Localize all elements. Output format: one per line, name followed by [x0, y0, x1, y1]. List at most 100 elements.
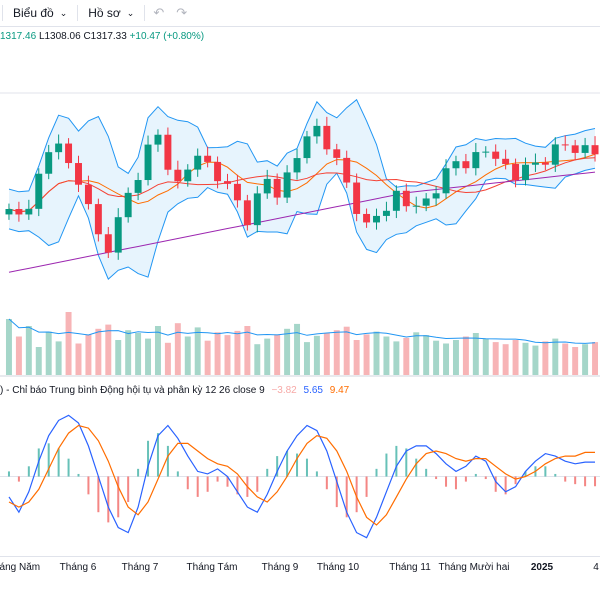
- candle-body: [154, 134, 162, 145]
- macd-histogram-bar: [256, 476, 259, 492]
- candle-body: [55, 143, 63, 153]
- macd-histogram-bar: [166, 445, 169, 477]
- ohlc-close: C1317.33: [83, 31, 127, 42]
- macd-prefix: ): [0, 385, 4, 396]
- volume-bar: [462, 336, 469, 375]
- time-axis-tick-label: 2025: [530, 562, 554, 573]
- macd-line: [8, 414, 595, 539]
- volume-bar: [542, 341, 549, 375]
- candle-body: [412, 205, 420, 207]
- candle-body: [353, 182, 361, 214]
- candle-body: [591, 145, 599, 155]
- volume-bar: [443, 343, 450, 375]
- ohlc-change: +10.47 (+0.80%): [129, 31, 205, 42]
- volume-bar: [423, 335, 430, 375]
- macd-histogram-value: −3.82: [271, 385, 297, 396]
- candle-body: [134, 180, 142, 193]
- time-axis-tick-label: Tháng 7: [121, 562, 159, 573]
- macd-histogram-bar: [355, 476, 358, 513]
- volume-bar: [5, 319, 12, 375]
- candle-body: [432, 193, 440, 199]
- candle-body: [104, 234, 112, 253]
- profile-menu-label: Hồ sơ: [88, 6, 121, 20]
- macd-histogram-bar: [77, 473, 80, 477]
- macd-histogram-bar: [236, 476, 239, 495]
- candle-body: [343, 157, 351, 183]
- macd-histogram-bar: [484, 476, 487, 480]
- volume-bar: [75, 343, 82, 375]
- volume-bar: [343, 326, 350, 375]
- candle-body: [522, 164, 529, 181]
- macd-histogram-bar: [57, 448, 60, 477]
- candle-body: [452, 161, 460, 169]
- volume-bar: [492, 342, 499, 375]
- candle-body: [243, 200, 251, 226]
- chart-menu-button[interactable]: Biểu đồ ⌄: [5, 2, 75, 24]
- candle-body: [551, 144, 559, 165]
- profile-menu-button[interactable]: Hồ sơ ⌄: [80, 2, 142, 24]
- bollinger-lower-line: [8, 167, 596, 280]
- volume-bar: [164, 342, 171, 375]
- macd-histogram-bar: [216, 476, 219, 482]
- volume-bar: [45, 331, 52, 375]
- candle-body: [472, 152, 480, 169]
- candle-body: [442, 168, 450, 194]
- time-axis-tick-label: Tháng 6: [59, 562, 97, 573]
- macd-histogram-bar: [17, 476, 20, 482]
- candle-body: [512, 164, 520, 181]
- volume-bar: [154, 326, 161, 375]
- ohlc-low: L1308.06: [38, 31, 81, 42]
- macd-histogram-bar: [296, 453, 299, 477]
- macd-histogram-bar: [47, 443, 50, 477]
- candle-body: [541, 162, 549, 165]
- candle-body: [571, 145, 579, 153]
- candle-body: [561, 144, 569, 146]
- candle-body: [5, 209, 13, 215]
- ma-long-line: [8, 171, 596, 273]
- macd-histogram-bar: [584, 476, 587, 487]
- volume-bar: [145, 338, 152, 375]
- volume-bar: [65, 312, 72, 375]
- macd-histogram-bar: [226, 476, 229, 487]
- volume-bar: [562, 343, 569, 375]
- candle-body: [184, 169, 192, 182]
- volume-bar: [572, 347, 579, 375]
- candle-body: [382, 210, 390, 216]
- candle-body: [75, 163, 82, 185]
- macd-histogram-bar: [176, 471, 179, 477]
- volume-bar: [244, 326, 251, 375]
- candle-body: [502, 158, 510, 165]
- macd-signal-value: 9.47: [329, 385, 350, 396]
- candle-body: [65, 143, 73, 164]
- volume-bar: [25, 326, 32, 375]
- volume-bar: [15, 336, 22, 375]
- volume-bar: [522, 342, 529, 375]
- candle-body: [15, 209, 23, 215]
- candle-body: [194, 155, 202, 170]
- volume-bar: [582, 344, 589, 375]
- volume-bar: [224, 335, 231, 375]
- macd-histogram-bar: [117, 476, 120, 518]
- redo-icon[interactable]: ↷: [176, 5, 188, 20]
- candle-body: [283, 172, 291, 198]
- macd-histogram-bar: [137, 468, 140, 477]
- candle-body: [392, 190, 400, 211]
- candle-body: [581, 145, 589, 153]
- candle-body: [402, 190, 410, 207]
- macd-histogram-bar: [564, 476, 567, 482]
- volume-bar: [135, 333, 142, 375]
- volume-bar: [95, 328, 102, 375]
- macd-histogram-bar: [425, 468, 428, 477]
- macd-histogram-bar: [445, 476, 448, 487]
- undo-icon[interactable]: ↶: [153, 5, 165, 20]
- macd-histogram-bar: [375, 468, 378, 477]
- candle-body: [482, 151, 490, 153]
- candle-body: [224, 181, 231, 184]
- macd-params: 12 26 close 9: [205, 385, 265, 396]
- macd-histogram-bar: [67, 458, 70, 477]
- candle-body: [373, 215, 380, 223]
- macd-histogram-bar: [286, 451, 289, 477]
- candle-body: [303, 136, 311, 159]
- macd-histogram-bar: [27, 466, 30, 477]
